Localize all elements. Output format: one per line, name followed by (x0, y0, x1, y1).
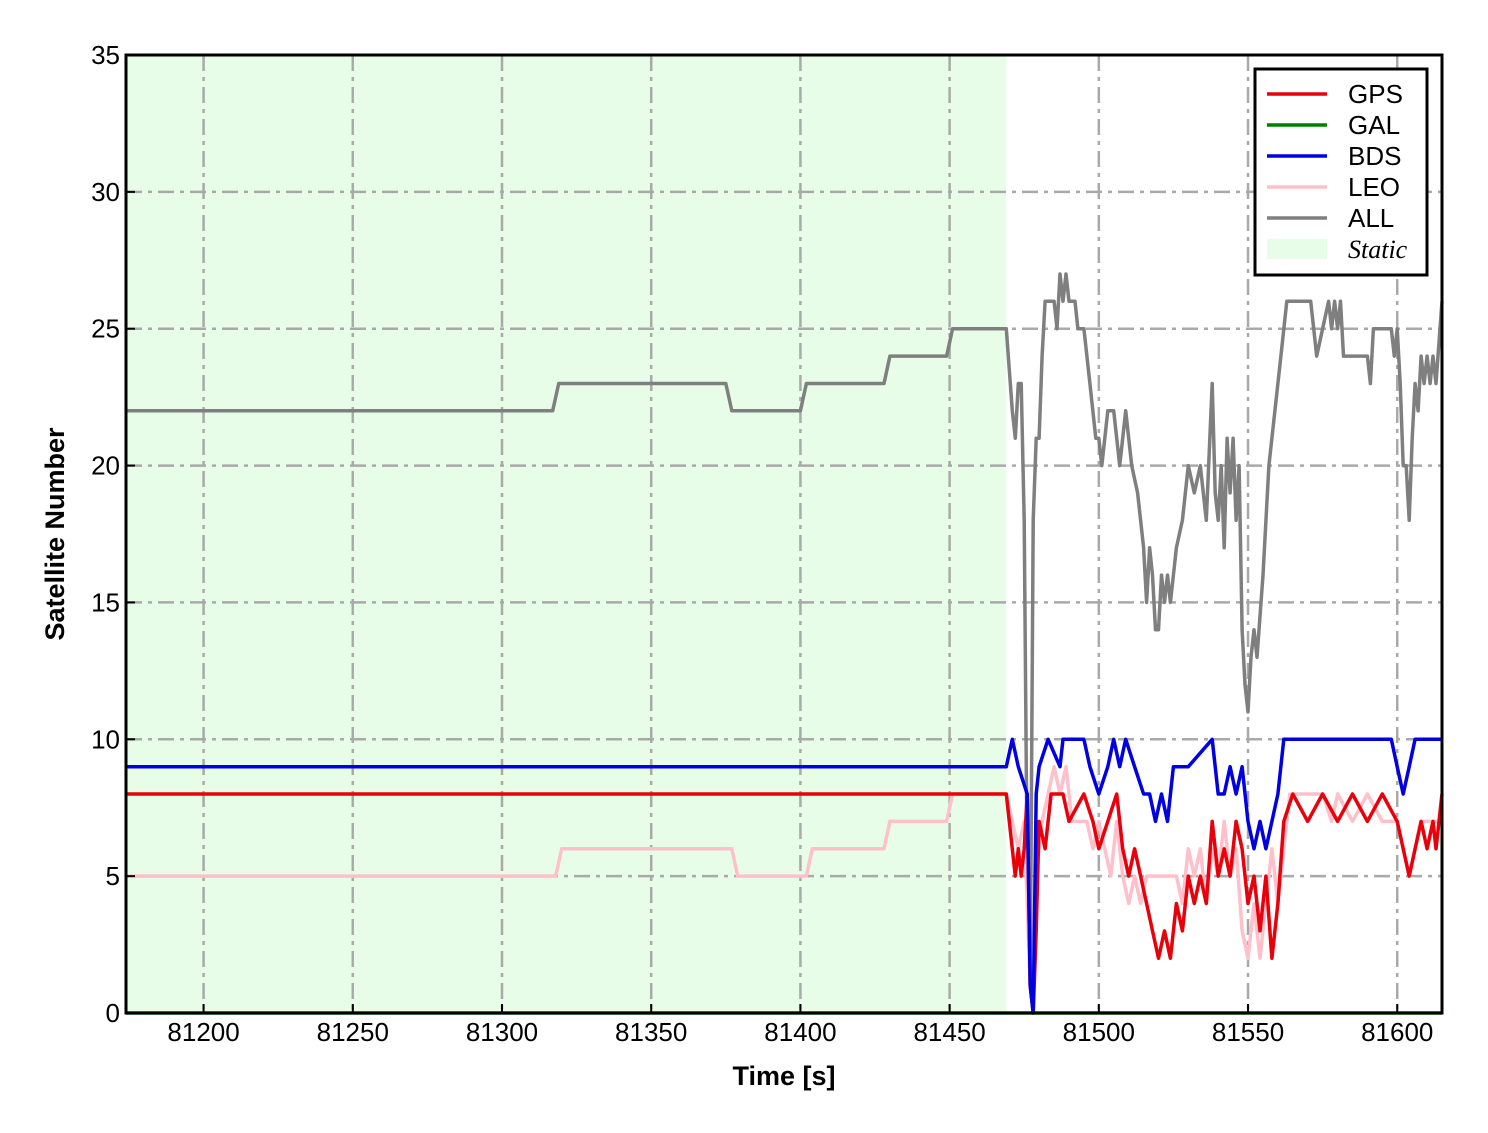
legend-label-bds: BDS (1348, 141, 1401, 171)
legend-label-all: ALL (1348, 203, 1394, 233)
plot-frame (124, 53, 1444, 1015)
x-tick-label: 81300 (466, 1017, 538, 1047)
x-tick-label: 81450 (913, 1017, 985, 1047)
x-tick-label: 81600 (1361, 1017, 1433, 1047)
x-tick-label: 81500 (1063, 1017, 1135, 1047)
legend-label-static: Static (1348, 235, 1408, 264)
y-axis-label: Satellite Number (40, 427, 70, 641)
y-tick-label: 20 (91, 451, 120, 481)
static-shaded-region (126, 55, 1007, 1013)
y-tick-label: 35 (91, 40, 120, 70)
x-tick-label: 81400 (764, 1017, 836, 1047)
y-tick-label: 15 (91, 587, 120, 617)
legend-swatch-static (1267, 239, 1327, 259)
axis-ticks: 81200 81250 81300 81350 81400 81450 81500 81550… (91, 40, 1433, 1047)
x-axis-label: Time [s] (732, 1061, 835, 1091)
legend-label-gal: GAL (1348, 110, 1400, 140)
y-tick-label: 30 (91, 177, 120, 207)
y-tick-label: 5 (106, 861, 120, 891)
legend-label-leo: LEO (1348, 172, 1400, 202)
y-tick-label: 10 (91, 724, 120, 754)
series-line-bds (126, 737, 1442, 1015)
x-tick-label: 81550 (1212, 1017, 1284, 1047)
series-line-gps (126, 792, 1444, 1015)
y-tick-label: 25 (91, 314, 120, 344)
x-tick-label: 81250 (317, 1017, 389, 1047)
x-tick-label: 81350 (615, 1017, 687, 1047)
y-tick-label: 0 (106, 998, 120, 1028)
legend-label-gps: GPS (1348, 79, 1403, 109)
x-tick-label: 81200 (167, 1017, 239, 1047)
